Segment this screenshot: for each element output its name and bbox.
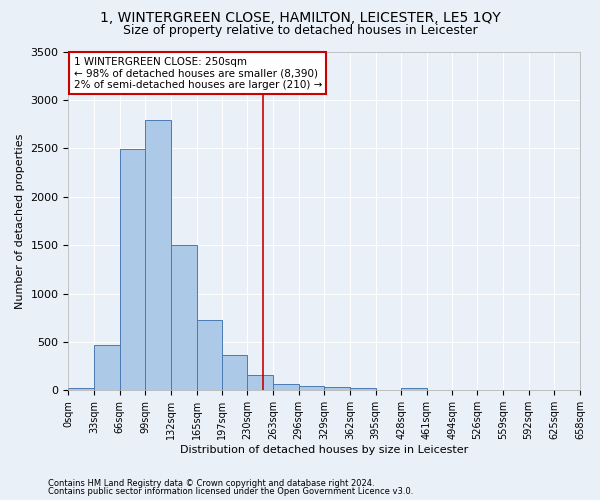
Bar bbox=[247, 376, 273, 390]
Bar bbox=[171, 245, 197, 390]
Bar bbox=[324, 388, 350, 390]
Text: Contains public sector information licensed under the Open Government Licence v3: Contains public sector information licen… bbox=[48, 487, 413, 496]
Bar bbox=[120, 150, 145, 390]
Bar bbox=[94, 345, 120, 391]
Bar bbox=[197, 320, 221, 390]
Bar bbox=[401, 388, 427, 390]
Bar bbox=[273, 384, 299, 390]
Text: 1 WINTERGREEN CLOSE: 250sqm
← 98% of detached houses are smaller (8,390)
2% of s: 1 WINTERGREEN CLOSE: 250sqm ← 98% of det… bbox=[74, 56, 322, 90]
Bar bbox=[350, 388, 376, 390]
Y-axis label: Number of detached properties: Number of detached properties bbox=[15, 133, 25, 308]
Text: Contains HM Land Registry data © Crown copyright and database right 2024.: Contains HM Land Registry data © Crown c… bbox=[48, 478, 374, 488]
Text: 1, WINTERGREEN CLOSE, HAMILTON, LEICESTER, LE5 1QY: 1, WINTERGREEN CLOSE, HAMILTON, LEICESTE… bbox=[100, 11, 500, 25]
Bar bbox=[221, 354, 247, 390]
X-axis label: Distribution of detached houses by size in Leicester: Distribution of detached houses by size … bbox=[180, 445, 469, 455]
Bar bbox=[68, 388, 94, 390]
Text: Size of property relative to detached houses in Leicester: Size of property relative to detached ho… bbox=[122, 24, 478, 37]
Bar bbox=[145, 120, 171, 390]
Bar bbox=[299, 386, 324, 390]
